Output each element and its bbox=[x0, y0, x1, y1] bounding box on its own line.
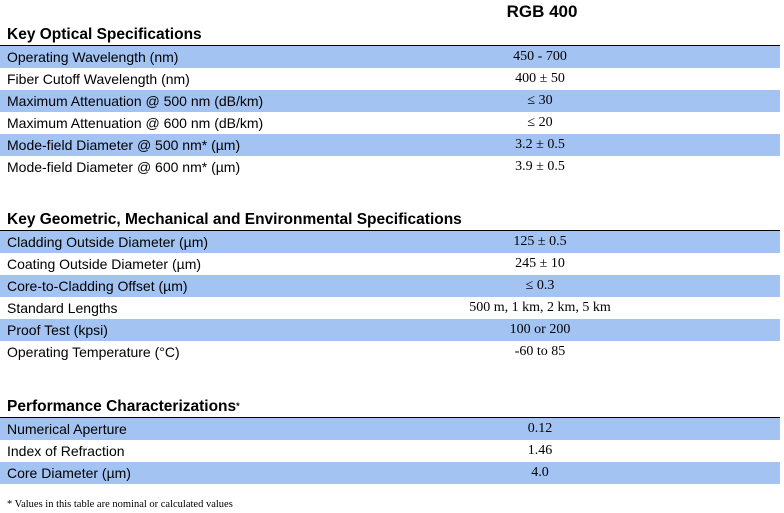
section-title: Key Geometric, Mechanical and Environmen… bbox=[0, 210, 780, 231]
row-label: Core-to-Cladding Offset (µm) bbox=[7, 278, 188, 294]
row-value: 0.12 bbox=[527, 421, 553, 436]
row-label: Mode-field Diameter @ 600 nm* (µm) bbox=[7, 159, 241, 175]
table-row: Maximum Attenuation @ 600 nm (dB/km) ≤ 20 bbox=[0, 112, 780, 134]
section-optical: Key Optical Specifications Operating Wave… bbox=[0, 25, 780, 178]
row-label: Standard Lengths bbox=[7, 300, 118, 316]
footnote: * Values in this table are nominal or ca… bbox=[7, 499, 233, 510]
row-label: Coating Outside Diameter (µm) bbox=[7, 256, 202, 272]
section-title: Key Optical Specifications bbox=[0, 25, 780, 46]
row-value: 4.0 bbox=[531, 465, 549, 480]
row-value: ≤ 30 bbox=[527, 93, 553, 108]
table-row: Proof Test (kpsi) 100 or 200 bbox=[0, 319, 780, 341]
row-value: 1.46 bbox=[527, 443, 553, 458]
section-geometric: Key Geometric, Mechanical and Environmen… bbox=[0, 210, 780, 363]
row-label: Fiber Cutoff Wavelength (nm) bbox=[7, 71, 190, 87]
row-value: 100 or 200 bbox=[509, 322, 571, 337]
row-value: ≤ 0.3 bbox=[525, 278, 555, 293]
row-label: Maximum Attenuation @ 500 nm (dB/km) bbox=[7, 93, 264, 109]
table-row: Core Diameter (µm) 4.0 bbox=[0, 462, 780, 484]
section-performance: Performance Characterizations* Numerical … bbox=[0, 397, 780, 484]
row-label: Cladding Outside Diameter (µm) bbox=[7, 234, 209, 250]
table-row: Operating Wavelength (nm) 450 - 700 bbox=[0, 46, 780, 68]
table-row: Cladding Outside Diameter (µm) 125 ± 0.5 bbox=[0, 231, 780, 253]
row-value: 3.2 ± 0.5 bbox=[515, 137, 565, 152]
table-row: Mode-field Diameter @ 500 nm* (µm) 3.2 ± … bbox=[0, 134, 780, 156]
column-header: RGB 400 bbox=[506, 2, 578, 21]
section-title-text: Key Optical Specifications bbox=[7, 26, 202, 43]
table-row: Operating Temperature (°C) -60 to 85 bbox=[0, 341, 780, 363]
footnote-mark: * bbox=[236, 401, 240, 411]
table-row: Standard Lengths 500 m, 1 km, 2 km, 5 km bbox=[0, 297, 780, 319]
row-label: Numerical Aperture bbox=[7, 421, 127, 437]
row-value: 500 m, 1 km, 2 km, 5 km bbox=[469, 300, 611, 315]
table-row: Maximum Attenuation @ 500 nm (dB/km) ≤ 30 bbox=[0, 90, 780, 112]
section-title-text: Performance Characterizations bbox=[7, 398, 237, 415]
row-value: ≤ 20 bbox=[527, 115, 553, 130]
row-label: Proof Test (kpsi) bbox=[7, 322, 108, 338]
row-value: 125 ± 0.5 bbox=[513, 234, 567, 249]
row-value: 3.9 ± 0.5 bbox=[515, 159, 565, 174]
row-value: 400 ± 50 bbox=[515, 71, 565, 86]
row-label: Operating Wavelength (nm) bbox=[7, 49, 179, 65]
row-label: Operating Temperature (°C) bbox=[7, 344, 180, 360]
table-row: Index of Refraction 1.46 bbox=[0, 440, 780, 462]
row-label: Maximum Attenuation @ 600 nm (dB/km) bbox=[7, 115, 264, 131]
row-value: 450 - 700 bbox=[513, 49, 567, 64]
section-title: Performance Characterizations* bbox=[0, 397, 780, 418]
row-label: Core Diameter (µm) bbox=[7, 465, 131, 481]
table-row: Coating Outside Diameter (µm) 245 ± 10 bbox=[0, 253, 780, 275]
table-row: Mode-field Diameter @ 600 nm* (µm) 3.9 ± … bbox=[0, 156, 780, 178]
section-title-text: Key Geometric, Mechanical and Environmen… bbox=[7, 211, 462, 228]
row-label: Mode-field Diameter @ 500 nm* (µm) bbox=[7, 137, 241, 153]
table-row: Numerical Aperture 0.12 bbox=[0, 418, 780, 440]
table-row: Fiber Cutoff Wavelength (nm) 400 ± 50 bbox=[0, 68, 780, 90]
table-row: Core-to-Cladding Offset (µm) ≤ 0.3 bbox=[0, 275, 780, 297]
row-value: 245 ± 10 bbox=[515, 256, 565, 271]
row-label: Index of Refraction bbox=[7, 443, 125, 459]
row-value: -60 to 85 bbox=[514, 344, 566, 359]
